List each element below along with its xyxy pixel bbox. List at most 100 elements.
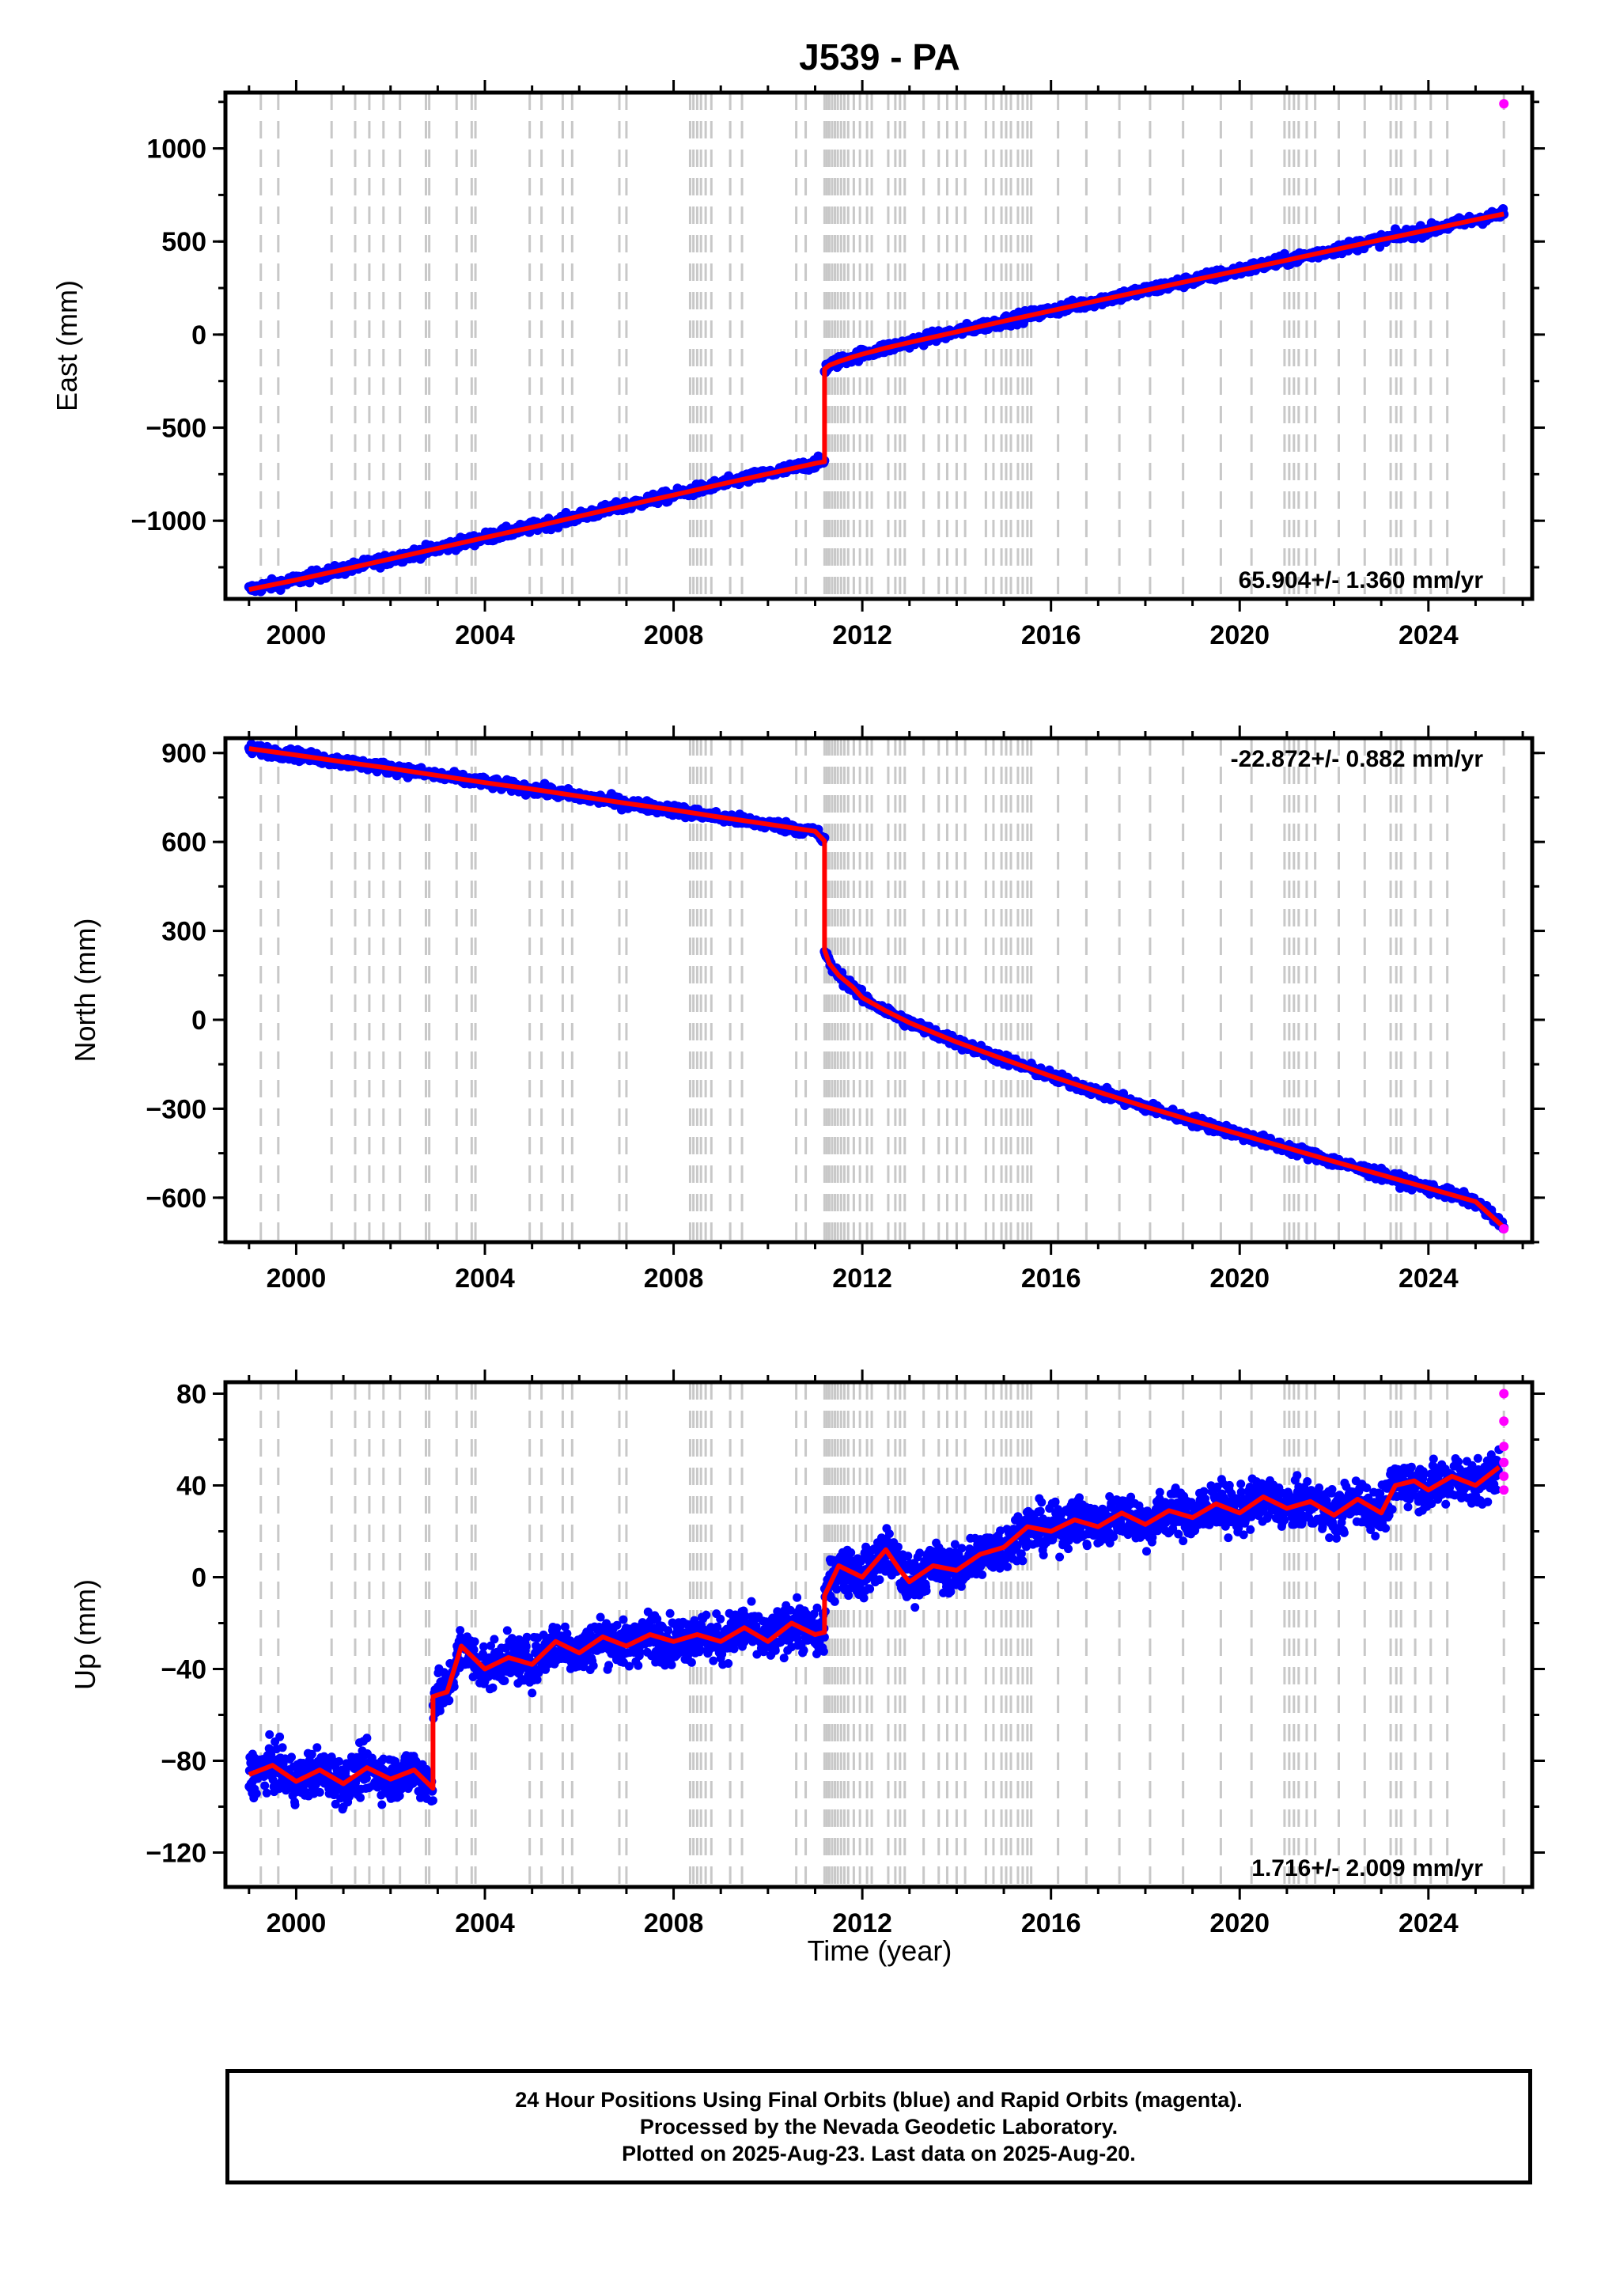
data-point <box>752 1650 762 1659</box>
data-point <box>665 1608 675 1618</box>
x-tick-label: 2020 <box>1209 1264 1270 1294</box>
data-point <box>502 1626 512 1635</box>
data-point <box>532 1675 542 1684</box>
data-point <box>528 1688 537 1698</box>
data-point <box>635 1647 645 1657</box>
data-point <box>315 1787 324 1797</box>
data-point <box>687 1658 696 1667</box>
data-point <box>278 1743 287 1752</box>
data-point <box>747 1597 756 1606</box>
data-point <box>624 1661 634 1671</box>
data-point <box>560 1622 570 1631</box>
x-tick-label: 2004 <box>455 1264 515 1294</box>
data-point <box>456 1626 465 1635</box>
x-axis: 2000 2004 2008 2012 2016 2020 2024 <box>248 80 1524 650</box>
data-point <box>612 1620 622 1630</box>
data-point <box>522 1632 532 1642</box>
y-axis-label: North (mm) <box>69 919 101 1063</box>
x-tick-label: 2024 <box>1399 1264 1459 1294</box>
y-tick-label: 0 <box>191 320 206 350</box>
data-point <box>596 1612 605 1622</box>
x-tick-label: 2008 <box>644 1264 704 1294</box>
panel-1: 2000 2004 2008 2012 2016 2020 202410005000−500… <box>51 80 1545 650</box>
panel-frame <box>223 90 1535 601</box>
data-point <box>265 1730 274 1739</box>
data-point <box>690 1616 699 1625</box>
rate-annotation: 65.904+/- 1.360 mm/yr <box>1239 567 1484 593</box>
x-tick-label: 2020 <box>1209 620 1270 650</box>
data-point <box>345 1792 354 1802</box>
data-point <box>290 1800 300 1809</box>
y-tick-label: 0 <box>191 1006 206 1036</box>
data-point <box>428 1796 437 1805</box>
data-point <box>469 1645 479 1654</box>
x-tick-label: 2008 <box>644 620 704 650</box>
data-point <box>1118 1089 1129 1099</box>
panel-2: 2000 2004 2008 2012 2016 2020 2024 900 600 300 0 −3… <box>69 726 1545 1294</box>
event-lines <box>259 1382 1505 1887</box>
final-orbits-series <box>428 1593 829 1723</box>
data-point <box>667 1660 676 1669</box>
data-point <box>331 1799 340 1809</box>
data-point <box>507 1634 517 1643</box>
data-point <box>435 1706 445 1715</box>
data-point <box>619 1615 628 1624</box>
data-point <box>275 1732 285 1741</box>
data-point <box>445 1695 454 1705</box>
y-tick-label: 300 <box>161 917 206 947</box>
y-axis-label: East (mm) <box>51 280 83 411</box>
x-tick-label: 2000 <box>267 1264 327 1294</box>
data-point <box>634 1661 643 1670</box>
data-point <box>589 1661 598 1670</box>
data-point <box>260 1781 270 1790</box>
data-point <box>562 1629 572 1639</box>
y-axis: 900 600 300 0 −300 −600 <box>146 739 1545 1244</box>
data-point <box>252 1789 261 1798</box>
chart-title: J539 - PA <box>799 36 960 78</box>
data-point <box>716 1614 725 1623</box>
data-point <box>335 1756 344 1766</box>
rapid-orbit-point <box>1499 1224 1509 1234</box>
y-tick-label: −600 <box>146 1184 206 1214</box>
data-point <box>664 1626 673 1635</box>
data-point <box>500 1676 509 1685</box>
data-point <box>377 1800 387 1809</box>
x-axis: 2000 2004 2008 2012 2016 2020 2024 <box>248 726 1524 1294</box>
data-point <box>262 1788 271 1798</box>
data-point <box>470 1637 479 1646</box>
data-point <box>307 1749 316 1759</box>
data-point <box>751 1622 761 1631</box>
data-point <box>713 1622 722 1631</box>
data-point <box>604 1661 614 1670</box>
data-point <box>702 1610 711 1620</box>
data-point <box>449 1682 459 1692</box>
data-point <box>552 1623 562 1633</box>
panel-frame <box>223 736 1535 1245</box>
rapid-orbits-series <box>1499 99 1509 109</box>
data-point <box>486 1641 495 1650</box>
data-point <box>521 1642 531 1651</box>
rapid-orbit-point <box>1499 99 1509 109</box>
model-fit-line <box>248 211 1504 593</box>
x-tick-label: 2004 <box>455 620 515 650</box>
x-tick-label: 2012 <box>832 1264 892 1294</box>
data-point <box>287 1752 296 1762</box>
data-point <box>356 1793 365 1802</box>
model-fit-line <box>248 746 1506 1229</box>
panel-3: 2000 2004 2008 2012 2016 2020 202480400−40−80−… <box>69 1370 1545 1938</box>
y-tick-label: −500 <box>146 414 206 444</box>
event-lines <box>259 738 1505 1242</box>
y-tick-label: 900 <box>161 739 206 769</box>
y-tick-label: 600 <box>161 828 206 858</box>
data-point <box>490 1635 499 1644</box>
data-point <box>695 1646 705 1654</box>
data-layer <box>244 1389 1509 1814</box>
data-point <box>724 1659 733 1668</box>
data-point <box>267 1750 276 1760</box>
final-orbits-series <box>244 1730 437 1814</box>
y-tick-label: −300 <box>146 1094 206 1124</box>
x-tick-label: 2016 <box>1021 1264 1081 1294</box>
x-tick-label: 2000 <box>267 620 327 650</box>
